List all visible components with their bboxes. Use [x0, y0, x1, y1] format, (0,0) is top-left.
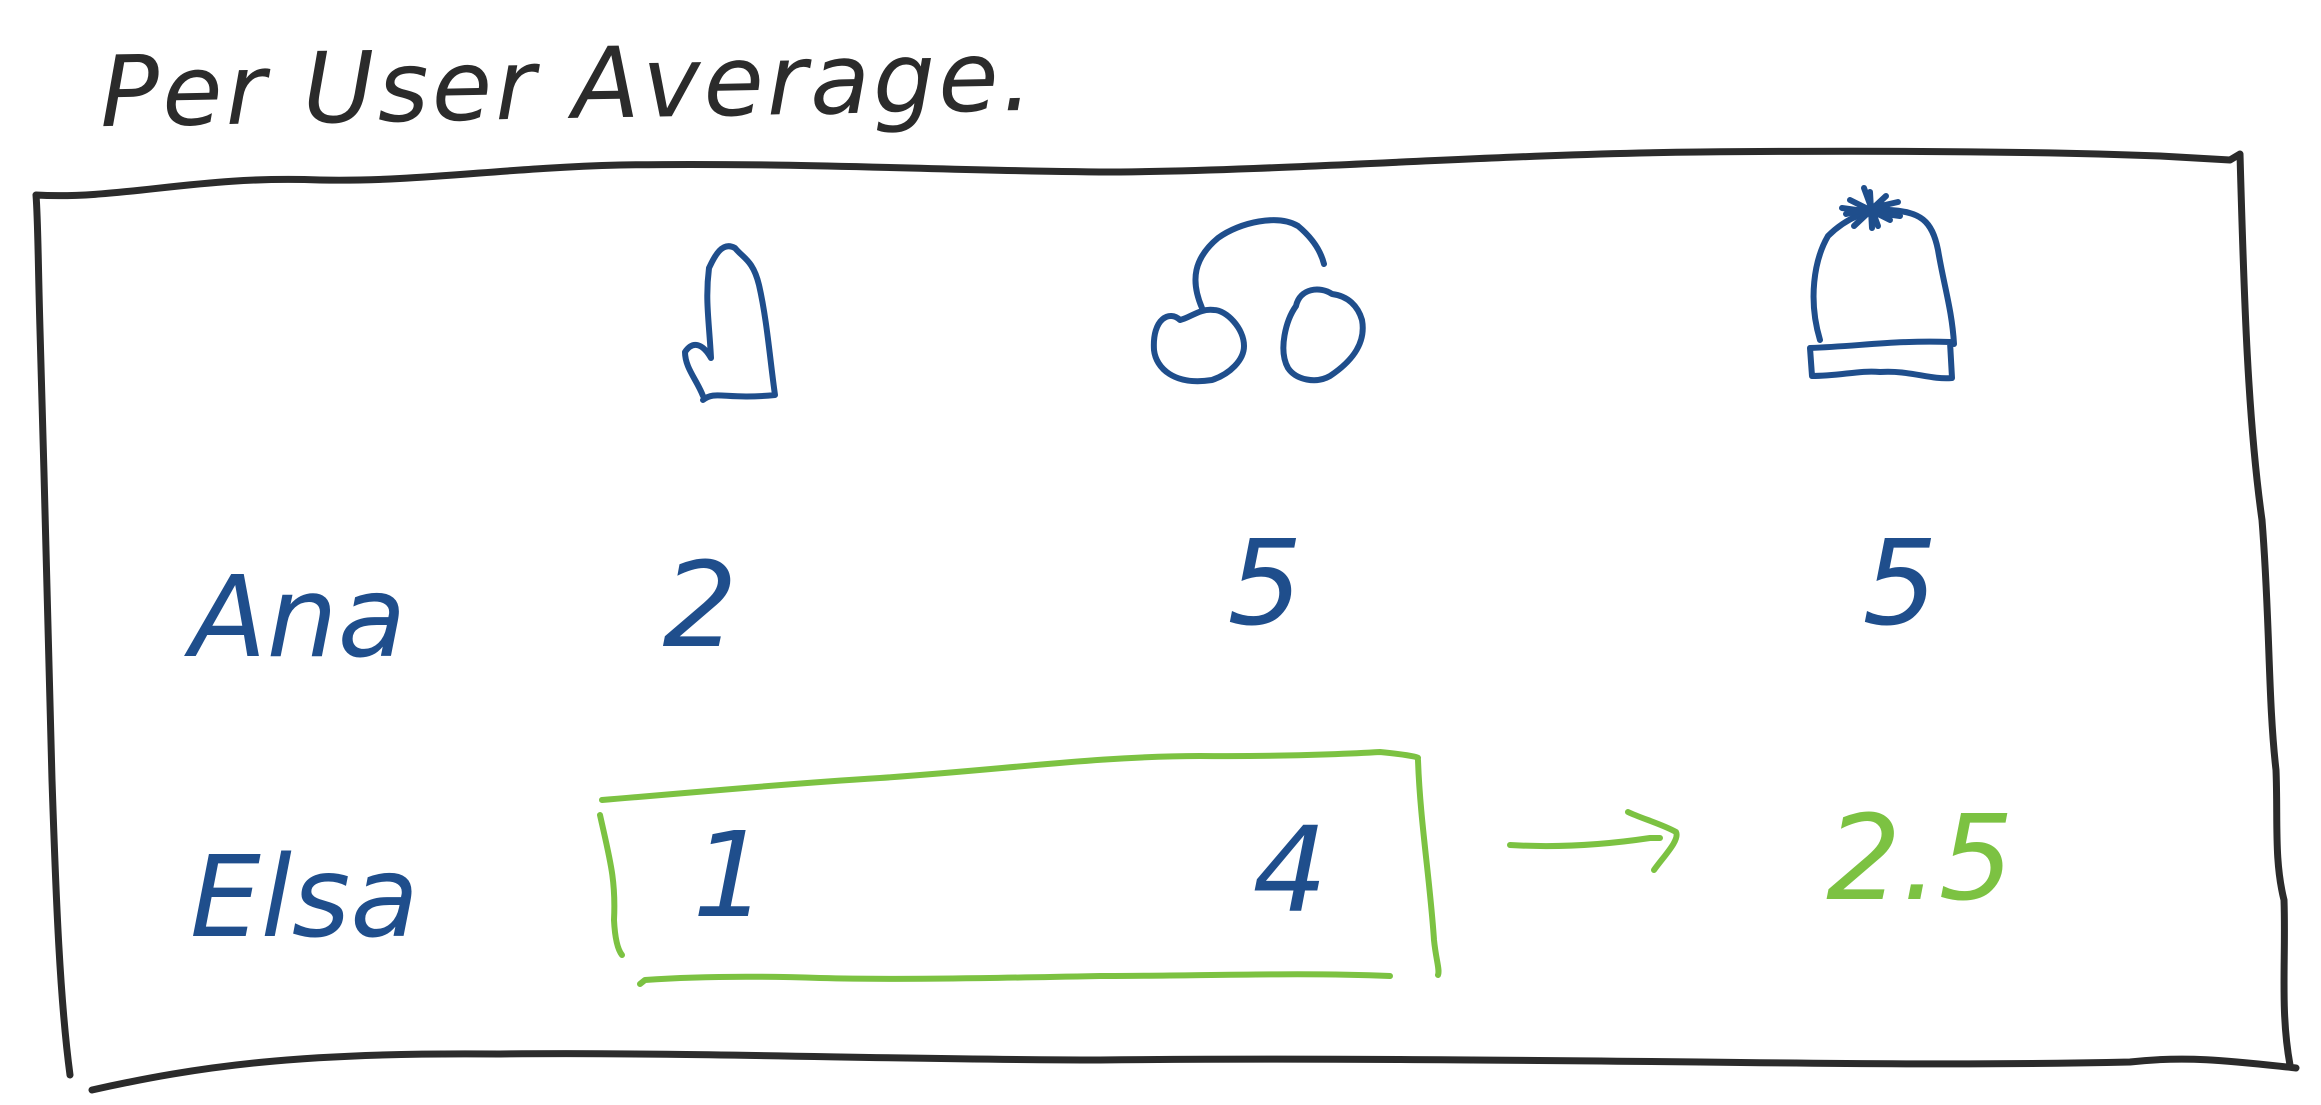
- mitten-icon: [655, 240, 785, 414]
- beanie-hat-icon: [1780, 180, 1980, 404]
- ana-value-earmuffs: 5: [1227, 524, 1302, 642]
- elsa-value-earmuffs: 4: [1252, 811, 1327, 929]
- earmuffs-icon: [1140, 210, 1400, 404]
- arrow-icon: [1510, 812, 1677, 870]
- ana-average: 5: [1862, 524, 1937, 642]
- row-label-elsa: Elsa: [190, 842, 419, 954]
- row-label-ana: Ana: [190, 562, 406, 674]
- page-title: Per User Average.: [99, 20, 1037, 150]
- ana-value-mitten: 2: [662, 546, 737, 664]
- elsa-value-mitten: 1: [692, 816, 767, 934]
- elsa-average: 2.5: [1826, 799, 2014, 917]
